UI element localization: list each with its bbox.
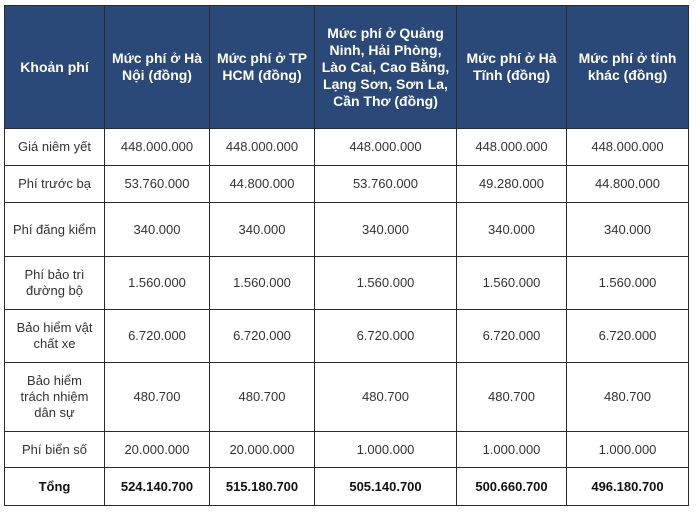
header-row: Khoản phí Mức phí ở Hà Nội (đồng) Mức ph… bbox=[4, 5, 689, 129]
cell-hcm: 44.800.000 bbox=[209, 165, 315, 203]
cell-ha-tinh: 448.000.000 bbox=[456, 128, 567, 166]
cell-group-provinces: 340.000 bbox=[314, 202, 457, 257]
cell-other-provinces: 480.700 bbox=[566, 362, 689, 432]
cell-ha-tinh: 340.000 bbox=[456, 202, 567, 257]
cell-group-provinces: 448.000.000 bbox=[314, 128, 457, 166]
table-row: Phí đăng kiểm 340.000 340.000 340.000 34… bbox=[4, 202, 689, 257]
row-label: Bảo hiểm trách nhiệm dân sự bbox=[4, 362, 105, 432]
header-hcm: Mức phí ở TP HCM (đồng) bbox=[209, 5, 315, 129]
cell-ha-tinh: 1.000.000 bbox=[456, 431, 567, 468]
cell-other-provinces: 1.560.000 bbox=[566, 256, 689, 310]
cell-other-provinces: 6.720.000 bbox=[566, 309, 689, 363]
cell-group-provinces: 53.760.000 bbox=[314, 165, 457, 203]
row-label: Giá niêm yết bbox=[4, 128, 105, 166]
header-ha-tinh: Mức phí ở Hà Tĩnh (đồng) bbox=[456, 5, 567, 129]
cell-group-provinces: 1.560.000 bbox=[314, 256, 457, 310]
fee-table-container: Khoản phí Mức phí ở Hà Nội (đồng) Mức ph… bbox=[4, 5, 689, 506]
row-label: Phí đăng kiểm bbox=[4, 202, 105, 257]
total-group-provinces: 505.140.700 bbox=[314, 467, 457, 506]
cell-hanoi: 1.560.000 bbox=[104, 256, 210, 310]
header-fee-item: Khoản phí bbox=[4, 5, 105, 129]
cell-hcm: 480.700 bbox=[209, 362, 315, 432]
cell-ha-tinh: 1.560.000 bbox=[456, 256, 567, 310]
cell-hcm: 448.000.000 bbox=[209, 128, 315, 166]
table-row: Phí trước bạ 53.760.000 44.800.000 53.76… bbox=[4, 165, 689, 203]
fee-table: Khoản phí Mức phí ở Hà Nội (đồng) Mức ph… bbox=[4, 5, 689, 506]
cell-hanoi: 6.720.000 bbox=[104, 309, 210, 363]
header-hanoi: Mức phí ở Hà Nội (đồng) bbox=[104, 5, 210, 129]
total-other-provinces: 496.180.700 bbox=[566, 467, 689, 506]
cell-other-provinces: 44.800.000 bbox=[566, 165, 689, 203]
total-ha-tinh: 500.660.700 bbox=[456, 467, 567, 506]
cell-hcm: 1.560.000 bbox=[209, 256, 315, 310]
table-row: Phí bảo trì đường bộ 1.560.000 1.560.000… bbox=[4, 256, 689, 310]
cell-hanoi: 340.000 bbox=[104, 202, 210, 257]
row-label: Phí biển số bbox=[4, 431, 105, 468]
total-row: Tổng 524.140.700 515.180.700 505.140.700… bbox=[4, 467, 689, 506]
table-row: Phí biển số 20.000.000 20.000.000 1.000.… bbox=[4, 431, 689, 468]
header-other-provinces: Mức phí ở tỉnh khác (đồng) bbox=[566, 5, 689, 129]
cell-hanoi: 20.000.000 bbox=[104, 431, 210, 468]
cell-hcm: 20.000.000 bbox=[209, 431, 315, 468]
row-label: Bảo hiểm vật chất xe bbox=[4, 309, 105, 363]
row-label: Phí trước bạ bbox=[4, 165, 105, 203]
cell-group-provinces: 1.000.000 bbox=[314, 431, 457, 468]
cell-group-provinces: 6.720.000 bbox=[314, 309, 457, 363]
cell-ha-tinh: 6.720.000 bbox=[456, 309, 567, 363]
cell-other-provinces: 448.000.000 bbox=[566, 128, 689, 166]
cell-hcm: 340.000 bbox=[209, 202, 315, 257]
total-hcm: 515.180.700 bbox=[209, 467, 315, 506]
cell-ha-tinh: 480.700 bbox=[456, 362, 567, 432]
header-group-provinces: Mức phí ở Quảng Ninh, Hải Phòng, Lào Cai… bbox=[314, 5, 457, 129]
cell-hcm: 6.720.000 bbox=[209, 309, 315, 363]
row-label: Phí bảo trì đường bộ bbox=[4, 256, 105, 310]
table-row: Giá niêm yết 448.000.000 448.000.000 448… bbox=[4, 128, 689, 166]
cell-hanoi: 480.700 bbox=[104, 362, 210, 432]
cell-group-provinces: 480.700 bbox=[314, 362, 457, 432]
table-row: Bảo hiểm vật chất xe 6.720.000 6.720.000… bbox=[4, 309, 689, 363]
table-row: Bảo hiểm trách nhiệm dân sự 480.700 480.… bbox=[4, 362, 689, 432]
total-label: Tổng bbox=[4, 467, 105, 506]
cell-hanoi: 53.760.000 bbox=[104, 165, 210, 203]
total-hanoi: 524.140.700 bbox=[104, 467, 210, 506]
cell-other-provinces: 340.000 bbox=[566, 202, 689, 257]
cell-hanoi: 448.000.000 bbox=[104, 128, 210, 166]
cell-other-provinces: 1.000.000 bbox=[566, 431, 689, 468]
cell-ha-tinh: 49.280.000 bbox=[456, 165, 567, 203]
